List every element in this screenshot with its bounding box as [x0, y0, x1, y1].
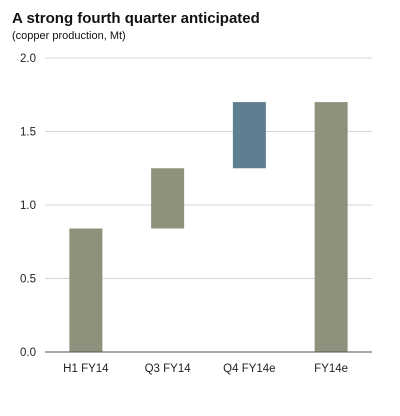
x-tick-label: FY14e: [314, 363, 348, 375]
y-tick-label: 0.5: [20, 274, 36, 286]
y-tick-label: 0.0: [20, 347, 36, 359]
bar-q4-fy14e: [232, 102, 266, 169]
x-tick-label: Q3 FY14: [145, 363, 192, 375]
x-tick-label: Q4 FY14e: [223, 363, 275, 375]
bar-q3-fy14: [151, 168, 185, 229]
y-tick-label: 1.0: [20, 200, 36, 212]
bar-h1-fy14: [69, 228, 103, 352]
y-tick-label: 2.0: [20, 53, 36, 65]
y-tick-label: 1.5: [20, 127, 36, 139]
chart-subtitle: (copper production, Mt): [12, 30, 126, 42]
chart-title: A strong fourth quarter anticipated: [12, 10, 260, 27]
bar-fy14e: [314, 102, 348, 352]
x-tick-label: H1 FY14: [63, 363, 109, 375]
